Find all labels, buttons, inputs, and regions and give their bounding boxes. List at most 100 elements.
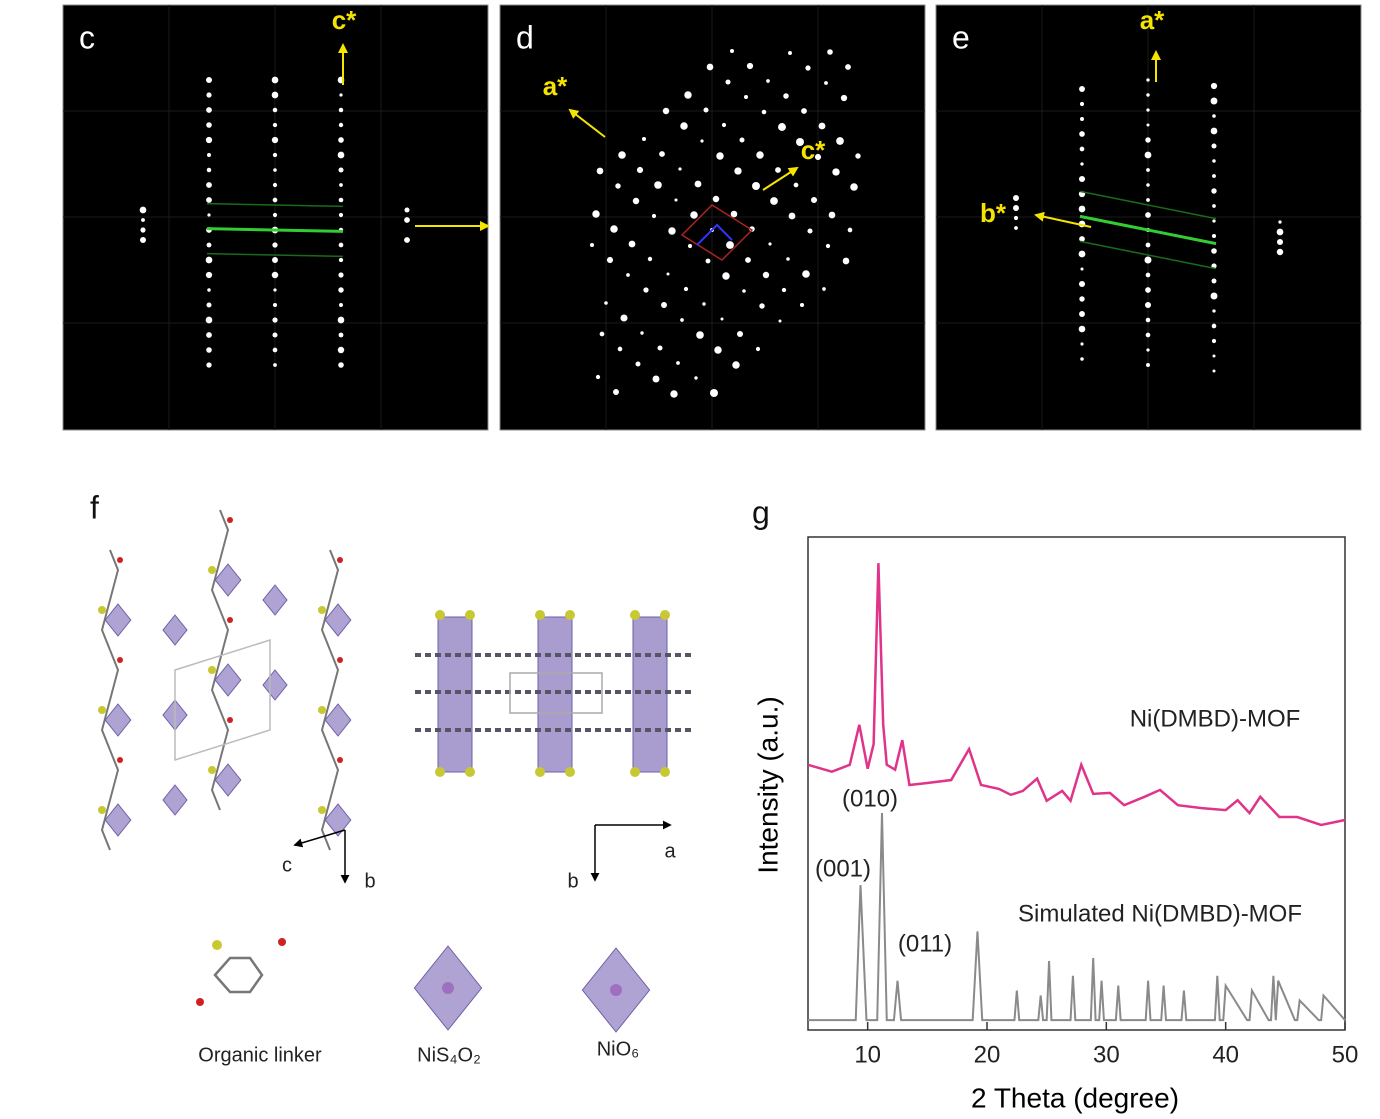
linker-chain (100, 549, 120, 651)
diffraction-spot (207, 288, 211, 292)
atom-s (465, 610, 475, 620)
diffraction-spot (1144, 301, 1152, 309)
data-line (807, 563, 1346, 827)
diffraction-spot (272, 317, 278, 323)
diffraction-spot (1146, 183, 1150, 187)
diffraction-spot (338, 197, 344, 203)
diffraction-spot (807, 228, 813, 234)
reciprocal-axis-label: a* (1140, 5, 1165, 35)
diffraction-spot (781, 287, 787, 293)
view-axis-arrow (293, 829, 346, 848)
x-tick-label: 10 (854, 1041, 881, 1068)
polyhedron (162, 784, 188, 816)
diffraction-spot (272, 347, 278, 353)
diffraction-spot (272, 332, 278, 338)
diffraction-spot (595, 374, 601, 380)
diffraction-spot (654, 181, 662, 189)
diffraction-spot (1211, 188, 1217, 194)
diffraction-spot (726, 241, 734, 249)
diffraction-spot (778, 319, 782, 323)
polyhedron (104, 703, 132, 737)
diffraction-spot (271, 271, 279, 279)
diffraction-spot (684, 91, 692, 99)
diffraction-spot (687, 243, 693, 249)
atom-o (227, 617, 233, 623)
linker-chain (320, 549, 340, 651)
diffraction-spot (732, 361, 740, 369)
diffraction-spot (205, 271, 213, 279)
diffraction-spot (814, 153, 822, 161)
diffraction-spot (788, 212, 796, 220)
diffraction-spot (678, 167, 682, 171)
atom-o (117, 557, 123, 563)
diffraction-spot (714, 346, 722, 354)
diffraction-spot (845, 64, 851, 70)
atom-s (212, 940, 222, 950)
diffraction-spot (206, 347, 212, 353)
unit-cell (509, 672, 603, 714)
diffraction-spot (716, 152, 724, 160)
diffraction-spot (674, 198, 678, 202)
polyhedron (214, 763, 242, 797)
diffraction-spot (273, 363, 277, 367)
diffraction-spot (339, 303, 343, 307)
diffraction-spot (273, 288, 277, 292)
diffraction-spot (140, 227, 146, 233)
diffraction-spot (272, 107, 278, 113)
diffraction-spot (805, 65, 811, 71)
reciprocal-axis-label: c* (801, 135, 826, 165)
panel-label: g (752, 494, 770, 530)
atom-s (535, 610, 545, 620)
peak-label: (011) (898, 930, 952, 957)
diffraction-spot (755, 346, 761, 352)
diffraction-spot (683, 286, 689, 292)
diffraction-spot (613, 389, 619, 395)
diffraction-spot (752, 182, 760, 190)
polyhedron-column (537, 616, 573, 773)
diffraction-spot (710, 389, 718, 397)
diffraction-spot (1078, 175, 1086, 183)
diffraction-spot (338, 257, 344, 263)
diffraction-spot (1146, 123, 1150, 127)
diffraction-spot (1080, 342, 1084, 346)
diffraction-spot (337, 316, 345, 324)
diffraction-spot (1146, 108, 1150, 112)
diffraction-spot (824, 81, 828, 85)
axis-arrow (1034, 211, 1092, 228)
diffraction-spot (337, 346, 345, 354)
diffraction-spot (720, 317, 724, 321)
diffraction-spot (1146, 198, 1150, 202)
atom-ni (610, 984, 622, 996)
diffraction-spot (647, 256, 653, 262)
diffraction-spot (1144, 256, 1152, 264)
diffraction-spot (1078, 250, 1086, 258)
diffraction-spot (1276, 228, 1284, 236)
diffraction-spot (666, 272, 670, 276)
polyhedron (104, 603, 132, 637)
diffraction-spot (272, 257, 278, 263)
diffraction-spot (1211, 278, 1217, 284)
diffraction-spot (706, 63, 714, 71)
diffraction-spot (141, 218, 145, 222)
diffraction-spot (690, 211, 698, 219)
diffraction-spot (1212, 174, 1216, 178)
diffraction-spot (799, 302, 805, 308)
diffraction-spot (730, 49, 734, 53)
diffraction-spot (206, 362, 212, 368)
diffraction-spot (404, 237, 410, 243)
diffraction-spot (836, 137, 844, 145)
diffraction-spot (744, 95, 748, 99)
diffraction-spot (205, 76, 213, 84)
diffraction-spot (1080, 162, 1084, 166)
atom-o (227, 717, 233, 723)
diffraction-spot (761, 109, 767, 115)
diffraction-spot (1145, 317, 1151, 323)
diffraction-spot (615, 183, 621, 189)
diffraction-spot (1211, 143, 1217, 149)
diffraction-spot (739, 137, 745, 143)
diffraction-spot (606, 256, 614, 264)
diffraction-spot (628, 240, 636, 248)
diffraction-spot (1012, 194, 1020, 202)
diffraction-spot (668, 227, 676, 235)
view-axis-label: a (664, 840, 676, 862)
